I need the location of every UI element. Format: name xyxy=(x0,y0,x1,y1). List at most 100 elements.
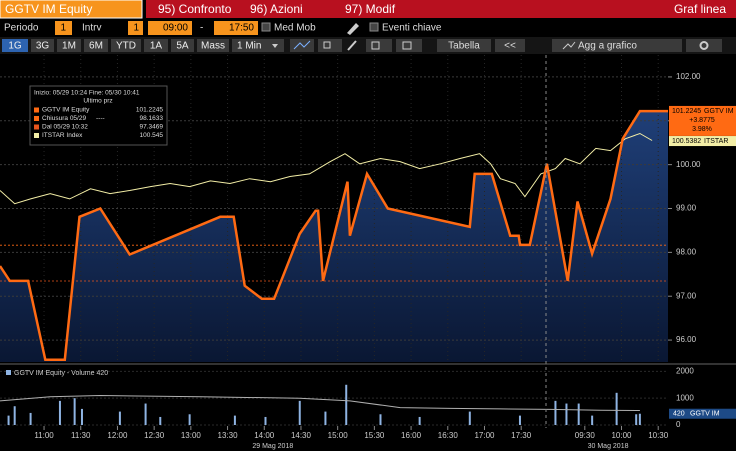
range-label: 1G xyxy=(8,41,22,52)
volume-bar xyxy=(638,413,641,425)
y-tick-label: 100.00 xyxy=(676,160,701,169)
tag-line: 3.98% xyxy=(692,126,712,133)
button[interactable] xyxy=(552,39,682,52)
tag-text: ITSTAR xyxy=(704,138,728,145)
x-tick-label: 16:30 xyxy=(438,431,459,440)
label: Periodo xyxy=(4,23,39,34)
icon xyxy=(323,41,331,49)
range-label: 5A xyxy=(176,41,189,52)
volume-bar xyxy=(635,414,638,425)
button-label: Tabella xyxy=(448,41,480,52)
range-label: 1M xyxy=(62,41,76,52)
button[interactable] xyxy=(686,39,722,52)
x-tick-label: 12:00 xyxy=(107,431,128,440)
volume-bar xyxy=(324,411,327,425)
volume-bar xyxy=(298,400,301,425)
pencil-icon[interactable] xyxy=(347,23,359,35)
last-value-tag xyxy=(669,408,736,419)
volume-bar xyxy=(188,414,191,425)
x-tick-label: 15:30 xyxy=(364,431,385,440)
tag-text: GGTV IM xyxy=(690,411,720,418)
volume-bar xyxy=(418,416,421,425)
legend-swatch xyxy=(34,133,39,138)
range-button[interactable] xyxy=(197,39,229,52)
dropdown-arrow xyxy=(272,44,278,48)
volume-bar xyxy=(233,415,236,425)
input[interactable] xyxy=(55,21,72,35)
label: Eventi chiave xyxy=(382,23,442,34)
legend-pattern: ---- xyxy=(96,115,105,122)
range-button[interactable] xyxy=(171,39,194,52)
label: - xyxy=(200,23,203,34)
volume-bar xyxy=(118,411,121,425)
volume-bar xyxy=(264,416,267,425)
volume-bar xyxy=(159,416,162,425)
x-tick-label: 09:30 xyxy=(575,431,596,440)
label: Intrv xyxy=(82,23,101,34)
line-icon xyxy=(293,40,311,50)
index-line xyxy=(0,132,653,205)
button-label: Agg a grafico xyxy=(578,41,637,52)
y-tick-label: 99.00 xyxy=(676,204,697,213)
x-tick-label: 10:30 xyxy=(648,431,669,440)
checkbox[interactable] xyxy=(261,22,271,32)
gear-icon xyxy=(699,41,709,50)
y-tick-label: 96.00 xyxy=(676,335,697,344)
tag-value: 101.2245 xyxy=(672,108,701,115)
legend-label: Chiusura 05/29 xyxy=(42,115,86,122)
range-button[interactable] xyxy=(31,39,54,52)
range-button[interactable] xyxy=(111,39,141,52)
x-tick-label: 16:00 xyxy=(401,431,422,440)
menu-item[interactable]: 97) Modif xyxy=(345,2,396,16)
volume-bar xyxy=(379,414,382,425)
x-tick-label: 14:30 xyxy=(291,431,312,440)
button[interactable] xyxy=(437,39,491,52)
volume-bar xyxy=(29,412,32,425)
x-tick-label: 11:00 xyxy=(34,431,54,440)
tag-value: 100.5382 xyxy=(672,138,701,145)
range-button[interactable] xyxy=(2,39,28,52)
pencil-icon[interactable] xyxy=(347,40,357,51)
range-button[interactable] xyxy=(144,39,168,52)
legend-swatch xyxy=(34,124,39,130)
volume-bar xyxy=(80,408,83,425)
last-value-tag xyxy=(669,136,736,147)
y-tick-label: 97.00 xyxy=(676,291,697,300)
volume-bar xyxy=(144,403,147,425)
x-tick-label: 17:30 xyxy=(511,431,532,440)
input-value: 09:00 xyxy=(163,23,188,34)
legend-swatch xyxy=(34,116,39,121)
range-buttons: 1G 3G 1M 6M YTD 1A 5A Mass 1 Min xyxy=(2,39,284,52)
range-button[interactable] xyxy=(232,39,284,52)
input[interactable] xyxy=(128,21,143,35)
y-tick-label: 1000 xyxy=(676,393,694,402)
volume-bar xyxy=(7,415,10,425)
range-button[interactable] xyxy=(84,39,108,52)
ticker-field[interactable] xyxy=(0,0,143,19)
icon xyxy=(562,41,576,50)
input[interactable] xyxy=(214,21,258,35)
date-label: 30 Mag 2018 xyxy=(588,443,629,450)
y-tick-label: 102.00 xyxy=(676,72,701,81)
button[interactable] xyxy=(495,39,525,52)
x-tick-label: 12:30 xyxy=(144,431,165,440)
volume-bar xyxy=(345,384,348,425)
legend-swatch xyxy=(34,107,39,113)
price-chart: 96.0097.0098.0099.00100.00101.00102.0010… xyxy=(0,55,736,440)
legend-swatch xyxy=(6,370,11,375)
volume-bar xyxy=(468,411,471,425)
range-button[interactable] xyxy=(57,39,81,52)
input[interactable] xyxy=(148,21,192,35)
volume-average xyxy=(0,394,640,411)
menu-item[interactable]: 96) Azioni xyxy=(250,2,303,16)
range-label: YTD xyxy=(116,41,136,52)
button[interactable] xyxy=(396,39,422,52)
legend-value: 98.1633 xyxy=(140,115,164,122)
menu-item[interactable]: 95) Confronto xyxy=(158,2,232,16)
volume-bar xyxy=(518,415,521,425)
menu-bar xyxy=(146,0,736,18)
legend xyxy=(29,85,168,146)
checkbox[interactable] xyxy=(369,22,379,32)
